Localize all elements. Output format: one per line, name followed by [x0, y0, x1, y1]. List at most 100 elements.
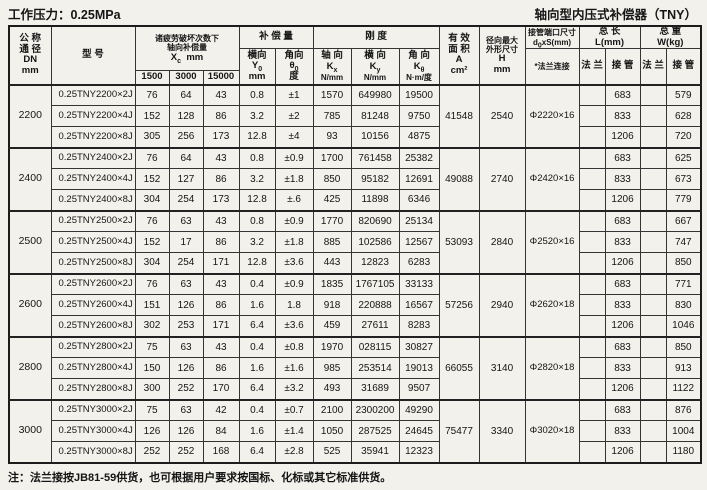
model-cell: 0.25TNY2200×8J	[50, 126, 136, 149]
col-header-total-length: 总 长 L(mm)	[578, 25, 641, 50]
table-cell: ±3.6	[274, 315, 314, 338]
col-header-port-size: 接管端口尺寸 d0xS(mm)	[524, 25, 580, 50]
table-cell: 12.8	[238, 252, 276, 275]
table-cell: 761458	[350, 146, 400, 170]
table-cell: 12.8	[238, 126, 276, 149]
model-cell: 0.25TNY3000×4J	[50, 420, 136, 443]
table-cell: 1767105	[350, 272, 400, 296]
table-cell	[639, 315, 667, 338]
table-cell: ±1	[274, 83, 314, 107]
table-cell: ±2	[274, 105, 314, 128]
table-cell	[578, 335, 606, 359]
dn-cell: 2400	[8, 146, 52, 212]
table-cell: 683	[604, 272, 641, 296]
header-line: A	[455, 54, 463, 66]
header-line: 通 径	[19, 43, 42, 55]
table-cell: ±.6	[274, 189, 314, 212]
table-cell: 126	[168, 357, 204, 380]
table-cell: 35941	[350, 441, 400, 464]
table-cell: 0.8	[238, 209, 276, 233]
table-cell: ±1.6	[274, 357, 314, 380]
table-cell: 683	[604, 209, 641, 233]
header-line: 角 向	[408, 50, 430, 62]
table-body: 2200 0.25TNY2200×2J 76 64 43 0.8 ±1 1570 649980 1…	[8, 83, 702, 464]
table-cell: 028115	[350, 335, 400, 359]
table-cell	[578, 315, 606, 338]
table-cell	[578, 252, 606, 275]
table-cell: 152	[134, 105, 170, 128]
header-line: 面 积	[448, 43, 470, 55]
table-cell: 12823	[350, 252, 400, 275]
table-cell: 3.2	[238, 168, 276, 191]
table-cell: 6.4	[238, 315, 276, 338]
radial-size-cell: 2840	[478, 209, 526, 275]
table-cell: 253	[168, 315, 204, 338]
table-cell: 1206	[604, 441, 641, 464]
table-cell: 126	[134, 420, 170, 443]
table-cell: 1.6	[238, 357, 276, 380]
radial-size-cell: 3140	[478, 335, 526, 401]
table-cell	[639, 357, 667, 380]
model-cell: 0.25TNY2200×4J	[50, 105, 136, 128]
table-cell: 49290	[398, 398, 440, 422]
port-size-cell: Φ2820×18	[524, 335, 580, 401]
table-cell: 76	[134, 272, 170, 296]
table-cell	[578, 146, 606, 170]
effective-area-cell: 75477	[438, 398, 480, 464]
table-cell: 1004	[665, 420, 702, 443]
table-cell: 127	[168, 168, 204, 191]
table-cell: 683	[604, 398, 641, 422]
table-cell: 63	[168, 398, 204, 422]
table-cell: 76	[134, 83, 170, 107]
table-cell: 9750	[398, 105, 440, 128]
col-header-flange-connection: *法兰连接	[524, 48, 580, 86]
col-header-compensation-group: 补 偿 量	[238, 25, 314, 50]
header-line: Kx	[314, 61, 350, 74]
header-line: N/mm	[320, 72, 344, 82]
table-cell	[578, 420, 606, 443]
table-cell: 525	[312, 441, 352, 464]
table-cell: 254	[168, 252, 204, 275]
table-cell: 304	[134, 252, 170, 275]
table-cell: 24645	[398, 420, 440, 443]
col-header-cycles-3000: 3000	[168, 70, 204, 86]
symbol-ky-sub: y	[376, 66, 381, 74]
model-cell: 0.25TNY2200×2J	[50, 83, 136, 107]
table-cell: 683	[604, 335, 641, 359]
table-cell	[639, 146, 667, 170]
table-cell: 0.4	[238, 398, 276, 422]
table-cell: 12323	[398, 441, 440, 464]
table-cell: 252	[134, 441, 170, 464]
col-header-cycles-1500: 1500	[134, 70, 170, 86]
table-cell: ±0.9	[274, 209, 314, 233]
col-header-radial-size: 径向最大 外形尺寸 H mm	[478, 25, 526, 86]
model-cell: 0.25TNY2800×8J	[50, 378, 136, 401]
header-line: cm²	[450, 65, 468, 76]
header-line: L(mm)	[595, 36, 625, 48]
table-cell: 918	[312, 294, 352, 317]
radial-size-cell: 2540	[478, 83, 526, 149]
table-cell: 1122	[665, 378, 702, 401]
table-cell: 6283	[398, 252, 440, 275]
table-cell: 151	[134, 294, 170, 317]
table-cell: 27611	[350, 315, 400, 338]
table-row: 0.25TNY2200×8J 305 256 173 12.8 ±4 93 10156 4875…	[9, 126, 702, 149]
header-line: 总 重	[659, 26, 682, 37]
table-cell: 170	[202, 378, 240, 401]
table-cell	[639, 252, 667, 275]
table-cell: 126	[168, 294, 204, 317]
table-cell: 720	[665, 126, 702, 149]
header-line: Xc mm	[136, 52, 238, 65]
table-cell: 9507	[398, 378, 440, 401]
table-cell: 0.8	[238, 83, 276, 107]
port-size-cell: Φ2520×16	[524, 209, 580, 275]
table-row: 2200 0.25TNY2200×2J 76 64 43 0.8 ±1 1570 649980 1…	[8, 83, 702, 149]
table-cell: 833	[604, 294, 641, 317]
dn-cell: 2200	[8, 83, 52, 149]
table-cell: 850	[665, 335, 702, 359]
symbol-kt-sub: θ	[420, 66, 425, 74]
table-cell: 6.4	[238, 441, 276, 464]
table-cell: 220888	[350, 294, 400, 317]
symbol-theta: θ	[289, 60, 295, 72]
table-cell: 2100	[312, 398, 352, 422]
